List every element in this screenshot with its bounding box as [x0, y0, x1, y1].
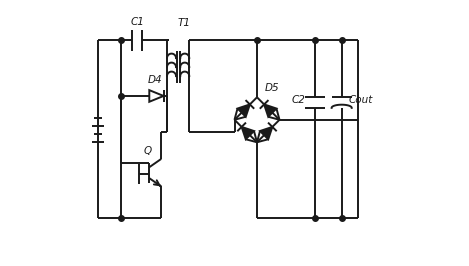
- Text: Q: Q: [143, 146, 151, 156]
- Text: T1: T1: [177, 18, 190, 28]
- Text: Cout: Cout: [348, 95, 373, 105]
- Text: C1: C1: [130, 17, 144, 27]
- Text: D5: D5: [264, 83, 279, 93]
- Text: D4: D4: [148, 75, 162, 85]
- Polygon shape: [264, 105, 276, 117]
- Polygon shape: [260, 127, 272, 139]
- Polygon shape: [237, 105, 250, 117]
- Text: C2: C2: [291, 95, 305, 105]
- Polygon shape: [242, 127, 254, 139]
